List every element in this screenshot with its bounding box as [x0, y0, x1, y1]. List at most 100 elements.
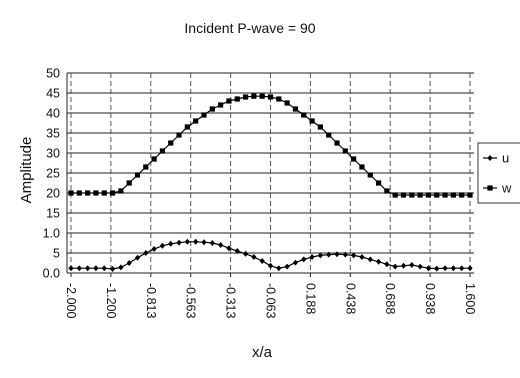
- data-point-u: [326, 251, 332, 258]
- legend-box: [477, 142, 520, 204]
- data-point-w: [242, 94, 249, 100]
- data-point-u: [201, 239, 207, 246]
- data-point-u: [209, 240, 215, 246]
- data-point-w: [417, 192, 423, 198]
- data-point-w: [168, 140, 174, 146]
- data-point-w: [276, 96, 282, 102]
- data-point-w: [201, 112, 207, 118]
- data-point-u: [193, 238, 199, 245]
- data-point-u: [342, 251, 348, 258]
- data-point-u: [151, 246, 157, 252]
- data-point-w: [434, 192, 440, 198]
- legend-marker-u: [487, 155, 493, 161]
- data-point-w: [425, 192, 432, 198]
- data-point-u: [242, 250, 249, 257]
- data-point-w: [384, 188, 390, 194]
- data-point-u: [375, 258, 382, 265]
- data-point-u: [317, 252, 323, 259]
- data-point-w: [334, 140, 340, 146]
- x-tick-label: -1.200: [104, 283, 118, 318]
- x-tick-label: 1.600: [463, 283, 477, 314]
- y-tick-label: 15: [46, 207, 60, 221]
- data-point-u: [425, 265, 432, 272]
- chart-title: Incident P-wave = 90: [184, 20, 315, 36]
- data-point-w: [326, 132, 332, 138]
- y-tick-label: 40: [46, 107, 60, 121]
- data-point-w: [159, 148, 166, 154]
- legend-label-w: w: [501, 181, 512, 196]
- legend-marker-w: [487, 185, 493, 191]
- data-point-w: [68, 190, 74, 196]
- y-tick-label: 45: [46, 87, 60, 101]
- y-tick-label: 25: [46, 167, 60, 181]
- y-tick-label: 5: [53, 247, 60, 261]
- data-point-w: [442, 192, 448, 198]
- data-point-w: [317, 124, 323, 130]
- x-tick-label: -0.563: [184, 283, 198, 318]
- data-point-u: [334, 251, 340, 258]
- data-point-u: [400, 262, 407, 269]
- y-tick-label: 50: [46, 67, 60, 81]
- data-point-u: [218, 242, 224, 248]
- data-point-u: [384, 261, 390, 268]
- data-point-u: [459, 265, 465, 272]
- data-point-u: [292, 259, 299, 266]
- data-point-u: [409, 262, 415, 268]
- data-point-w: [292, 106, 299, 112]
- data-point-u: [134, 254, 141, 261]
- data-point-u: [93, 265, 99, 272]
- data-point-w: [459, 192, 465, 198]
- data-point-u: [109, 266, 116, 272]
- axes: 0.0 5 1.0 15 20 25 30 35 40 45 50 -2.000 -1.200 -0.81…: [43, 67, 477, 319]
- legend: uw: [477, 142, 520, 204]
- data-point-u: [159, 242, 166, 249]
- data-point-u: [85, 265, 91, 272]
- data-point-u: [359, 254, 365, 260]
- data-point-w: [184, 124, 190, 130]
- data-point-w: [76, 190, 82, 196]
- y-tick-label: 1.0: [43, 227, 60, 241]
- data-point-w: [359, 164, 365, 170]
- x-tick-label: -2.000: [64, 283, 78, 318]
- data-point-u: [234, 248, 240, 254]
- data-point-u: [101, 265, 107, 272]
- data-point-w: [109, 190, 116, 196]
- y-tick-label: 0.0: [43, 267, 60, 281]
- data-point-w: [226, 98, 232, 104]
- y-tick-label: 20: [46, 187, 60, 201]
- data-point-w: [259, 93, 265, 99]
- data-point-u: [76, 265, 82, 272]
- x-tick-label: 0.188: [303, 283, 317, 314]
- data-point-w: [126, 180, 132, 186]
- data-point-u: [392, 263, 398, 270]
- data-point-w: [209, 106, 215, 112]
- data-point-u: [143, 250, 149, 256]
- data-point-u: [467, 265, 473, 272]
- series-u: [68, 238, 473, 272]
- legend-label-u: u: [502, 151, 509, 166]
- data-point-w: [218, 102, 224, 108]
- data-point-w: [93, 190, 99, 196]
- x-tick-label: -0.813: [144, 283, 158, 318]
- data-point-w: [176, 132, 182, 138]
- data-point-w: [367, 172, 373, 178]
- data-point-w: [85, 190, 91, 196]
- data-point-u: [126, 260, 132, 266]
- data-point-w: [375, 180, 382, 186]
- data-point-w: [151, 156, 157, 162]
- y-tick-label: 35: [46, 127, 60, 141]
- data-point-w: [409, 192, 415, 198]
- data-point-u: [267, 262, 274, 269]
- data-point-w: [143, 164, 149, 170]
- data-point-w: [467, 192, 473, 198]
- data-point-u: [434, 265, 440, 272]
- data-point-u: [367, 256, 373, 263]
- data-point-u: [442, 265, 448, 272]
- data-point-u: [168, 240, 174, 247]
- data-point-w: [234, 96, 240, 102]
- series-w: [68, 93, 473, 198]
- data-point-w: [267, 94, 274, 100]
- x-tick-label: 0.438: [343, 283, 357, 314]
- data-point-u: [184, 238, 190, 245]
